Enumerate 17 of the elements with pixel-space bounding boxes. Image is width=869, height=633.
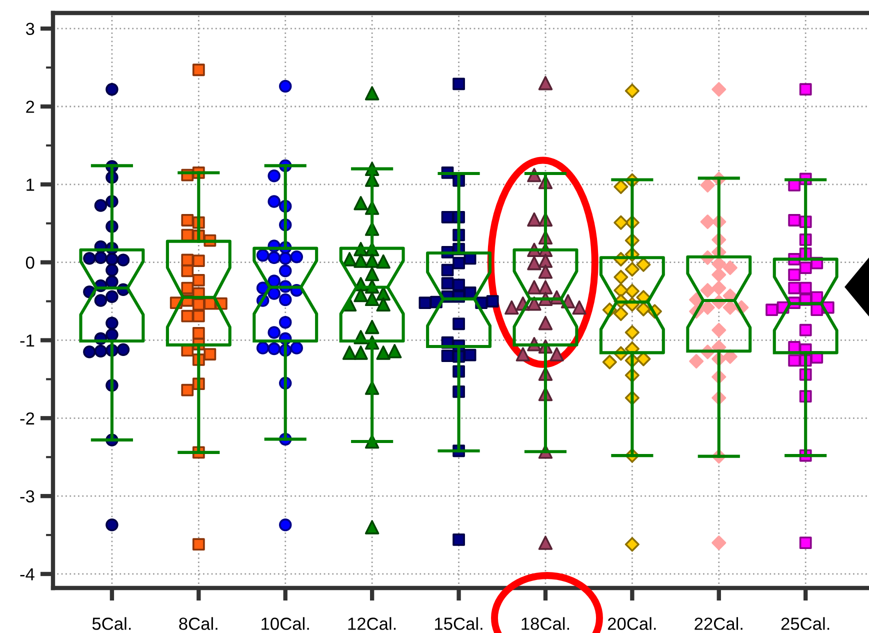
x-tick-label: 25Cal. xyxy=(781,617,830,630)
x-tick-label: 15Cal. xyxy=(435,617,482,630)
x-tick-label: 20Cal. xyxy=(608,617,656,630)
x-tick-label: 18Cal. xyxy=(522,617,569,630)
x-tick-label: 8Cal. xyxy=(179,617,218,630)
x-tick-label: 22Cal. xyxy=(694,617,742,630)
y-tick-label: 3 xyxy=(26,22,34,36)
y-tick-label: -2 xyxy=(20,412,34,424)
y-tick-label: -3 xyxy=(20,490,34,503)
x-tick-label: 12Cal. xyxy=(348,617,396,630)
y-tick-label: 2 xyxy=(26,100,34,113)
x-tick-label: 5Cal. xyxy=(92,617,131,630)
y-tick-label: 0 xyxy=(26,256,34,269)
x-tick-label: 10Cal. xyxy=(262,617,309,630)
y-tick-label: -1 xyxy=(20,334,34,347)
y-tick-label: -4 xyxy=(20,568,34,580)
y-tick-label: 1 xyxy=(26,178,34,191)
